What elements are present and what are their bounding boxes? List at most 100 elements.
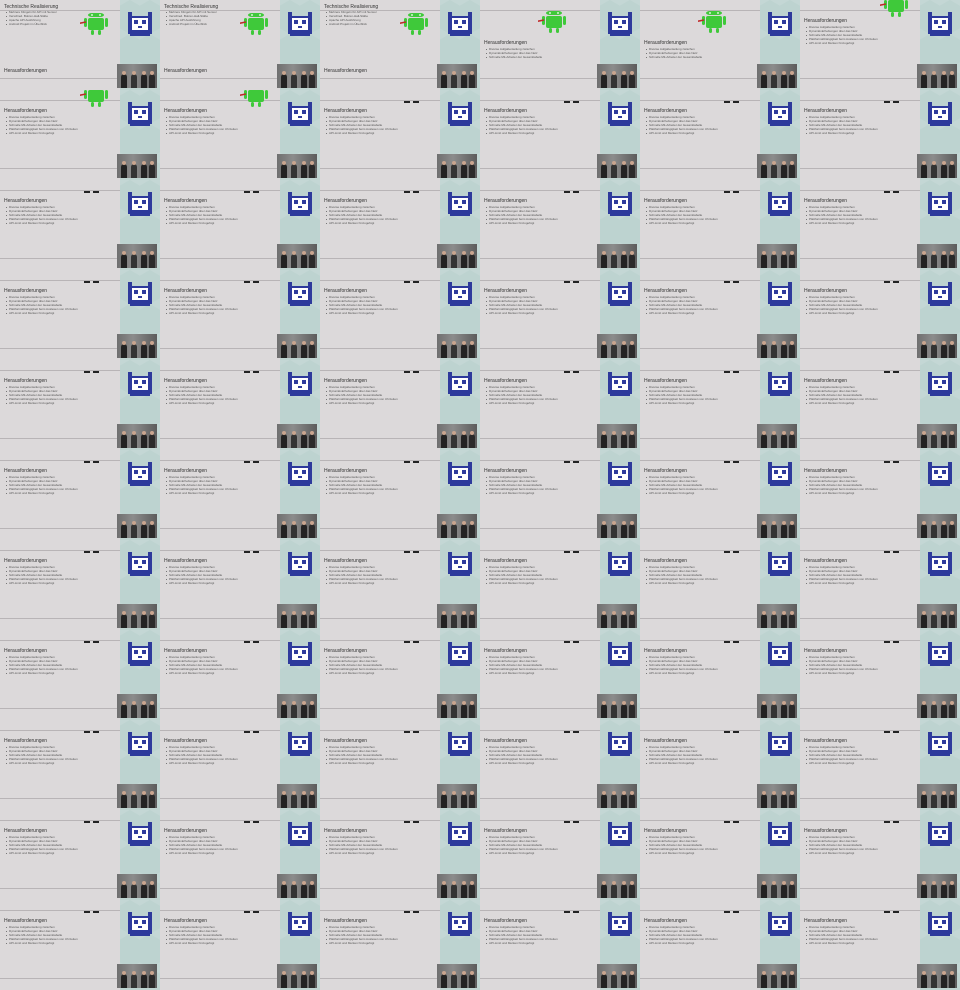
video-frame-thumbnail[interactable]: Herausforderungen Diverse Aufgabenteilun… xyxy=(800,540,960,630)
slide-bullet: Plattformabhängigkeit beim Auslesen von … xyxy=(326,127,398,131)
video-frame-thumbnail[interactable]: Herausforderungen Diverse Aufgabenteilun… xyxy=(640,90,800,180)
video-frame-thumbnail[interactable]: Herausforderungen Diverse Aufgabenteilun… xyxy=(320,540,480,630)
video-frame-thumbnail[interactable]: Herausforderungen Diverse Aufgabenteilun… xyxy=(0,180,160,270)
video-frame-thumbnail[interactable]: Herausforderungen Diverse Aufgabenteilun… xyxy=(640,450,800,540)
video-frame-thumbnail[interactable]: Herausforderungen Diverse Aufgabenteilun… xyxy=(800,900,960,990)
video-frame-thumbnail[interactable]: Herausforderungen Diverse Aufgabenteilun… xyxy=(640,630,800,720)
video-frame-thumbnail[interactable]: Technische Realisierung Mehrere Klingeln… xyxy=(320,0,480,90)
video-frame-thumbnail[interactable]: Herausforderungen Diverse Aufgabenteilun… xyxy=(800,360,960,450)
video-frame-thumbnail[interactable]: Herausforderungen Diverse Aufgabenteilun… xyxy=(0,810,160,900)
video-frame-thumbnail[interactable]: Herausforderungen Diverse Aufgabenteilun… xyxy=(640,720,800,810)
slide-bullet: Plattformabhängigkeit beim Auslesen von … xyxy=(486,937,558,941)
video-frame-thumbnail[interactable]: Herausforderungen Diverse Aufgabenteilun… xyxy=(0,720,160,810)
slide-bullet: Dynamik-Erhebungen über das Netz xyxy=(806,839,878,843)
video-frame-thumbnail[interactable]: Herausforderungen Diverse Aufgabenteilun… xyxy=(480,450,640,540)
video-frame-thumbnail[interactable]: Herausforderungen Diverse Aufgabenteilun… xyxy=(160,900,320,990)
video-frame-thumbnail[interactable]: Herausforderungen Diverse Aufgabenteilun… xyxy=(160,450,320,540)
slide-bullet: Diverse Aufgabenteilung zwischen xyxy=(166,295,238,299)
slide-divider-bottom xyxy=(800,708,920,709)
slide-bullet-list: Diverse Aufgabenteilung zwischen Dynamik-… xyxy=(6,835,78,855)
video-frame-thumbnail[interactable]: Herausforderungen Diverse Aufgabenteilun… xyxy=(160,180,320,270)
video-frame-thumbnail[interactable]: Herausforderungen Diverse Aufgabenteilun… xyxy=(160,720,320,810)
video-frame-thumbnail[interactable]: Herausforderungen Diverse Aufgabenteilun… xyxy=(480,900,640,990)
video-frame-thumbnail[interactable]: Herausforderungen Diverse Aufgabenteilun… xyxy=(160,630,320,720)
video-frame-thumbnail[interactable]: Herausforderungen Diverse Aufgabenteilun… xyxy=(800,0,960,90)
slide-divider-bottom xyxy=(160,258,280,259)
video-frame-thumbnail[interactable]: Herausforderungen Diverse Aufgabenteilun… xyxy=(480,810,640,900)
video-frame-thumbnail[interactable]: Herausforderungen Diverse Aufgabenteilun… xyxy=(0,540,160,630)
video-frame-thumbnail[interactable]: Herausforderungen Diverse Aufgabenteilun… xyxy=(160,810,320,900)
android-robot-icon xyxy=(80,13,108,35)
pixel-cat-icon xyxy=(768,642,792,666)
video-frame-thumbnail[interactable]: Herausforderungen Diverse Aufgabenteilun… xyxy=(0,900,160,990)
video-frame-thumbnail[interactable]: Herausforderungen Diverse Aufgabenteilun… xyxy=(160,540,320,630)
slide-bullet: API-Limit und Merken hinzugefügt xyxy=(326,491,398,495)
video-frame-thumbnail[interactable]: Herausforderungen Diverse Aufgabenteilun… xyxy=(320,720,480,810)
video-frame-thumbnail[interactable]: Herausforderungen Diverse Aufgabenteilun… xyxy=(480,0,640,90)
video-frame-thumbnail[interactable]: Herausforderungen Diverse Aufgabenteilun… xyxy=(800,810,960,900)
presentation-slide: Herausforderungen Diverse Aufgabenteilun… xyxy=(160,90,280,180)
video-frame-thumbnail[interactable]: Herausforderungen Diverse Aufgabenteilun… xyxy=(320,810,480,900)
video-frame-thumbnail[interactable]: Herausforderungen Diverse Aufgabenteilun… xyxy=(480,540,640,630)
video-frame-thumbnail[interactable]: Herausforderungen Diverse Aufgabenteilun… xyxy=(480,180,640,270)
slide-bullet: Schnelle Mit-Arbeiter der Gesamttabelle xyxy=(166,843,238,847)
slide-bullet: Dynamik-Erhebungen über das Netz xyxy=(166,209,238,213)
video-frame-thumbnail[interactable]: Herausforderungen Diverse Aufgabenteilun… xyxy=(480,360,640,450)
video-frame-thumbnail[interactable]: Herausforderungen Diverse Aufgabenteilun… xyxy=(320,180,480,270)
slide-title: Herausforderungen xyxy=(484,738,528,744)
video-frame-thumbnail[interactable]: Herausforderungen Diverse Aufgabenteilun… xyxy=(320,90,480,180)
slide-bullet-list: Diverse Aufgabenteilung zwischen Dynamik-… xyxy=(806,925,878,945)
video-frame-thumbnail[interactable]: Herausforderungen Diverse Aufgabenteilun… xyxy=(480,630,640,720)
video-frame-thumbnail[interactable]: Herausforderungen Diverse Aufgabenteilun… xyxy=(800,270,960,360)
video-frame-thumbnail[interactable]: Herausforderungen Diverse Aufgabenteilun… xyxy=(0,450,160,540)
video-frame-thumbnail[interactable]: Herausforderungen Diverse Aufgabenteilun… xyxy=(160,360,320,450)
video-frame-thumbnail[interactable]: Herausforderungen Diverse Aufgabenteilun… xyxy=(320,900,480,990)
video-frame-thumbnail[interactable]: Herausforderungen Diverse Aufgabenteilun… xyxy=(800,720,960,810)
video-frame-thumbnail[interactable]: Herausforderungen Diverse Aufgabenteilun… xyxy=(320,270,480,360)
video-frame-thumbnail[interactable]: Herausforderungen Diverse Aufgabenteilun… xyxy=(800,90,960,180)
slide-bullet: Dynamik-Erhebungen über das Netz xyxy=(326,839,398,843)
video-frame-thumbnail[interactable]: Herausforderungen Diverse Aufgabenteilun… xyxy=(320,450,480,540)
video-frame-thumbnail[interactable]: Herausforderungen Diverse Aufgabenteilun… xyxy=(640,270,800,360)
video-frame-thumbnail[interactable]: Herausforderungen Diverse Aufgabenteilun… xyxy=(480,270,640,360)
video-frame-thumbnail[interactable]: Herausforderungen Diverse Aufgabenteilun… xyxy=(640,540,800,630)
slide-bullet: Verschied. Bolzen-Hall-Stäbe xyxy=(6,14,57,18)
presentation-slide: Herausforderungen Diverse Aufgabenteilun… xyxy=(0,360,120,450)
slide-title: Technische Realisierung xyxy=(164,4,219,10)
video-frame-thumbnail[interactable]: Herausforderungen Diverse Aufgabenteilun… xyxy=(480,720,640,810)
slide-divider-bottom xyxy=(640,78,760,79)
slide-bullet: Plattformabhängigkeit beim Auslesen von … xyxy=(166,847,238,851)
slide-title: Herausforderungen xyxy=(4,738,48,744)
slide-bullet: Schnelle Mit-Arbeiter der Gesamttabelle xyxy=(486,843,558,847)
video-frame-thumbnail[interactable]: Herausforderungen Diverse Aufgabenteilun… xyxy=(0,270,160,360)
video-frame-thumbnail[interactable]: Herausforderungen Diverse Aufgabenteilun… xyxy=(640,810,800,900)
slide-title: Herausforderungen xyxy=(484,288,528,294)
presentation-slide: Herausforderungen Diverse Aufgabenteilun… xyxy=(800,450,920,540)
slide-bullet-list: Diverse Aufgabenteilung zwischen Dynamik-… xyxy=(6,205,78,225)
video-frame-thumbnail[interactable]: Herausforderungen Diverse Aufgabenteilun… xyxy=(640,360,800,450)
slide-bullet: Schnelle Mit-Arbeiter der Gesamttabelle xyxy=(6,213,78,217)
slide-bullet: Diverse Aufgabenteilung zwischen xyxy=(6,925,78,929)
video-frame-thumbnail[interactable]: Herausforderungen Diverse Aufgabenteilun… xyxy=(0,630,160,720)
video-frame-thumbnail[interactable]: Herausforderungen Diverse Aufgabenteilun… xyxy=(0,360,160,450)
video-frame-thumbnail[interactable]: Herausforderungen Diverse Aufgabenteilun… xyxy=(800,450,960,540)
video-frame-thumbnail[interactable]: Herausforderungen Diverse Aufgabenteilun… xyxy=(320,630,480,720)
video-frame-thumbnail[interactable]: Herausforderungen Diverse Aufgabenteilun… xyxy=(800,630,960,720)
video-frame-thumbnail[interactable]: Technische Realisierung Mehrere Klingeln… xyxy=(160,0,320,90)
slide-bullet-list: Diverse Aufgabenteilung zwischen Dynamik-… xyxy=(326,745,398,765)
video-frame-thumbnail[interactable]: Herausforderungen Diverse Aufgabenteilun… xyxy=(800,180,960,270)
video-frame-thumbnail[interactable]: Herausforderungen Diverse Aufgabenteilun… xyxy=(640,900,800,990)
slide-bullet: Diverse Aufgabenteilung zwischen xyxy=(486,655,558,659)
presentation-slide: Herausforderungen Diverse Aufgabenteilun… xyxy=(640,0,760,90)
video-frame-thumbnail[interactable]: Technische Realisierung Mehrere Klingeln… xyxy=(0,0,160,90)
slide-bullet: Schnelle Mit-Arbeiter der Gesamttabelle xyxy=(646,55,702,59)
video-frame-thumbnail[interactable]: Herausforderungen Diverse Aufgabenteilun… xyxy=(0,90,160,180)
video-frame-thumbnail[interactable]: Herausforderungen Diverse Aufgabenteilun… xyxy=(640,0,800,90)
slide-divider-bottom xyxy=(480,258,600,259)
webcam-video-feed xyxy=(117,514,157,538)
video-frame-thumbnail[interactable]: Herausforderungen Diverse Aufgabenteilun… xyxy=(640,180,800,270)
video-frame-thumbnail[interactable]: Herausforderungen Diverse Aufgabenteilun… xyxy=(160,270,320,360)
video-frame-thumbnail[interactable]: Herausforderungen Diverse Aufgabenteilun… xyxy=(320,360,480,450)
video-frame-thumbnail[interactable]: Herausforderungen Diverse Aufgabenteilun… xyxy=(480,90,640,180)
video-frame-thumbnail[interactable]: Herausforderungen Diverse Aufgabenteilun… xyxy=(160,90,320,180)
